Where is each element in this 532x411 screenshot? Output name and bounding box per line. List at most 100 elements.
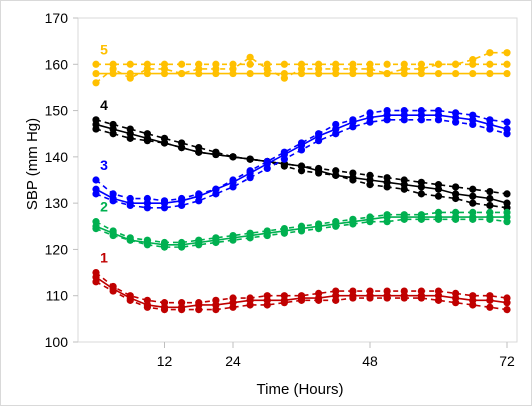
y-tick-label: 110 (46, 288, 69, 304)
data-point (383, 218, 391, 226)
data-point (178, 69, 186, 78)
data-point (452, 69, 460, 78)
data-point (178, 201, 186, 210)
data-point (92, 60, 100, 68)
data-point (229, 303, 237, 311)
data-point (417, 116, 425, 124)
data-point (246, 69, 254, 78)
data-point (503, 49, 511, 57)
y-tick-label: 120 (45, 241, 69, 257)
data-point (195, 197, 203, 205)
data-point (486, 194, 494, 203)
data-point (349, 65, 357, 73)
data-point (315, 65, 323, 73)
data-point (332, 130, 340, 138)
data-point (366, 218, 374, 226)
data-point (383, 60, 391, 68)
y-tick-label: 140 (45, 149, 69, 165)
data-point (400, 185, 408, 193)
data-point (92, 225, 100, 233)
y-tick-label: 130 (45, 195, 69, 211)
data-point (195, 148, 203, 156)
data-point (503, 190, 511, 198)
data-point (263, 164, 271, 173)
data-point (400, 215, 408, 223)
data-point (246, 53, 254, 61)
data-point (92, 79, 100, 87)
data-point (417, 190, 425, 198)
data-point (366, 294, 374, 302)
data-point (417, 183, 425, 191)
data-point (195, 65, 203, 73)
data-point (332, 296, 340, 304)
data-point (212, 190, 220, 198)
data-point (434, 192, 443, 200)
data-point (109, 197, 117, 205)
data-point (469, 301, 477, 309)
data-point (212, 306, 220, 314)
data-point (486, 201, 494, 210)
data-point (503, 60, 511, 68)
data-point (229, 65, 237, 73)
data-point (503, 218, 511, 226)
data-point (126, 134, 134, 142)
data-point (92, 69, 100, 78)
data-point (315, 225, 323, 233)
data-point (417, 294, 425, 302)
data-point (400, 116, 408, 124)
series-label-3: 3 (100, 157, 108, 173)
data-point (92, 190, 100, 198)
data-point (469, 192, 477, 200)
data-point (349, 294, 357, 302)
data-point (297, 146, 306, 154)
data-point (178, 60, 186, 68)
data-point (229, 153, 237, 161)
data-point (297, 167, 306, 175)
data-point (417, 215, 425, 223)
y-tick-label: 160 (45, 56, 69, 72)
data-point (434, 296, 443, 304)
x-tick-label: 12 (157, 353, 173, 369)
data-point (383, 69, 391, 78)
data-point (452, 118, 460, 126)
data-point (280, 155, 288, 163)
data-point (126, 60, 134, 68)
x-tick-label: 24 (225, 353, 241, 369)
data-point (486, 125, 494, 133)
data-point (246, 60, 254, 68)
data-point (469, 120, 477, 129)
data-point (212, 65, 220, 73)
data-point (280, 60, 288, 68)
data-point (503, 118, 511, 126)
data-point (452, 194, 460, 203)
data-point (383, 116, 391, 124)
data-point (126, 296, 134, 304)
data-point (452, 60, 460, 68)
data-point (383, 183, 391, 191)
data-point (160, 306, 169, 314)
data-point (349, 220, 357, 228)
data-point (178, 144, 186, 152)
data-point (332, 171, 340, 179)
y-tick-label: 170 (45, 10, 69, 26)
series-group-1 (92, 268, 511, 314)
data-point (109, 231, 117, 240)
y-tick-label: 150 (45, 103, 69, 119)
data-point (469, 56, 477, 64)
data-point (246, 301, 254, 309)
data-point (229, 236, 237, 244)
data-point (434, 185, 443, 193)
data-point (486, 187, 494, 196)
data-point (280, 299, 288, 307)
data-point (109, 65, 117, 73)
series-label-4: 4 (100, 97, 108, 113)
plot-area (77, 17, 518, 343)
data-point (486, 215, 494, 223)
data-point (434, 116, 443, 124)
data-point (452, 183, 460, 191)
data-point (400, 65, 408, 73)
data-point (315, 296, 323, 304)
